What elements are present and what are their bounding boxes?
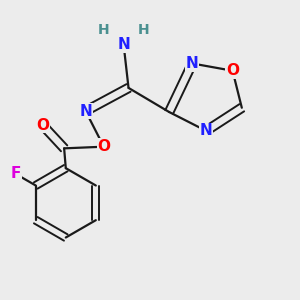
Text: O: O: [36, 118, 49, 133]
Text: N: N: [117, 37, 130, 52]
Text: O: O: [97, 139, 110, 154]
Text: N: N: [186, 56, 199, 71]
Text: N: N: [79, 103, 92, 118]
Text: H: H: [138, 23, 149, 38]
Text: N: N: [200, 123, 212, 138]
Text: H: H: [98, 23, 110, 38]
Text: F: F: [11, 167, 21, 182]
Text: O: O: [226, 63, 239, 78]
